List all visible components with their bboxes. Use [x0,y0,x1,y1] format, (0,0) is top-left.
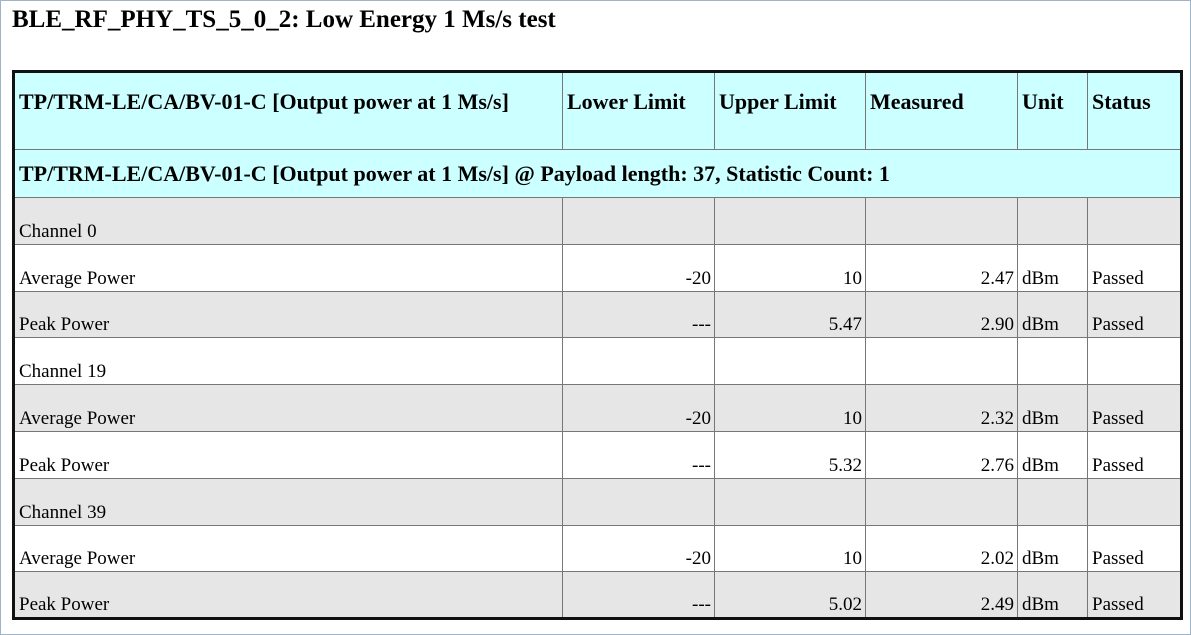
table-cell: Passed [1087,524,1182,573]
table-cell: Channel 19 [13,337,563,386]
empty-cell [1087,477,1182,526]
table-cell: Passed [1087,384,1182,432]
table-cell: 2.49 [865,571,1018,620]
empty-cell [1017,337,1088,386]
table-cell: 10 [714,384,866,432]
table-cell: 10 [714,243,866,292]
table-cell: --- [562,290,715,339]
header-row: TP/TRM-LE/CA/BV-01-C [Output power at 1 … [13,71,1182,150]
empty-cell [714,477,866,526]
table-cell: dBm [1017,571,1088,620]
table-row: Peak Power --- 5.32 2.76 dBm Passed [13,430,1182,479]
table-cell: --- [562,430,715,479]
column-header: Status [1087,71,1182,150]
table-cell: 10 [714,524,866,573]
column-header: Lower Limit [562,71,715,150]
empty-cell [865,337,1018,386]
table-cell: -20 [562,243,715,292]
column-header: Upper Limit [714,71,866,150]
empty-cell [1087,197,1182,245]
empty-cell [1087,337,1182,386]
results-table: TP/TRM-LE/CA/BV-01-C [Output power at 1 … [12,70,1183,621]
column-header: TP/TRM-LE/CA/BV-01-C [Output power at 1 … [13,71,563,150]
table-cell: Peak Power [13,571,563,620]
table-cell: --- [562,571,715,620]
table-cell: dBm [1017,430,1088,479]
table-cell: Average Power [13,384,563,432]
table-row: Peak Power --- 5.02 2.49 dBm Passed [13,571,1182,620]
table-cell: dBm [1017,384,1088,432]
empty-cell [1017,197,1088,245]
column-header: Measured [865,71,1018,150]
table-cell: Peak Power [13,290,563,339]
table-cell: dBm [1017,524,1088,573]
column-header: Unit [1017,71,1088,150]
table-cell: 2.47 [865,243,1018,292]
section-row: TP/TRM-LE/CA/BV-01-C [Output power at 1 … [13,149,1182,198]
empty-cell [714,337,866,386]
table-cell: Passed [1087,571,1182,620]
table-cell: -20 [562,524,715,573]
table-cell: 5.02 [714,571,866,620]
table-cell: 2.02 [865,524,1018,573]
table-cell: 2.32 [865,384,1018,432]
empty-cell [562,337,715,386]
table-cell: Passed [1087,290,1182,339]
table-row: Average Power -20 10 2.47 dBm Passed [13,243,1182,292]
table-body: TP/TRM-LE/CA/BV-01-C [Output power at 1 … [13,149,1182,620]
table-cell: dBm [1017,243,1088,292]
empty-cell [562,477,715,526]
table-row: Peak Power --- 5.47 2.90 dBm Passed [13,290,1182,339]
table-cell: 5.32 [714,430,866,479]
table-cell: 5.47 [714,290,866,339]
table-cell: Average Power [13,524,563,573]
table-cell: 2.90 [865,290,1018,339]
table-row: Average Power -20 10 2.02 dBm Passed [13,524,1182,573]
empty-cell [1017,477,1088,526]
table-cell: Average Power [13,243,563,292]
section-title: TP/TRM-LE/CA/BV-01-C [Output power at 1 … [13,149,1182,198]
page-title: BLE_RF_PHY_TS_5_0_2: Low Energy 1 Ms/s t… [12,6,556,33]
table-row: Average Power -20 10 2.32 dBm Passed [13,384,1182,432]
table-row: Channel 0 [13,197,1182,245]
table-cell: Peak Power [13,430,563,479]
table-cell: Passed [1087,430,1182,479]
table-cell: 2.76 [865,430,1018,479]
table-cell: dBm [1017,290,1088,339]
empty-cell [562,197,715,245]
table-row: Channel 39 [13,477,1182,526]
table-cell: Channel 0 [13,197,563,245]
empty-cell [714,197,866,245]
empty-cell [865,477,1018,526]
empty-cell [865,197,1018,245]
table-row: Channel 19 [13,337,1182,386]
table-cell: -20 [562,384,715,432]
table-cell: Passed [1087,243,1182,292]
table-cell: Channel 39 [13,477,563,526]
